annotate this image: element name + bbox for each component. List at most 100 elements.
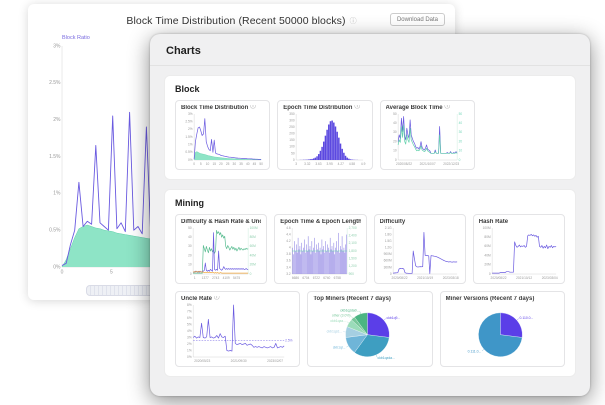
svg-text:10: 10 [188,263,192,267]
svg-text:0%: 0% [188,158,193,162]
chart-card-uncle-rate[interactable]: Uncle Rate ⓘ 8% 7% 6% 5% 4% 3% 2% 1% 0% 2020/05/23 2… [175,291,301,367]
difficulty-chart: 2.1G 1.8G 1.5G 1.2G 900M 600M 300M 0 2020/08/22 2… [380,226,460,281]
chart-card-block-time-distribution[interactable]: Block Time Distribution ⓘ 3% 2.5% 2% 1.5% 1% 0.… [175,100,271,170]
svg-text:2,400: 2,400 [349,234,357,238]
chart-card-title: Epoch Time Distribution [283,105,353,111]
svg-text:0.5%: 0.5% [49,227,61,233]
svg-text:200: 200 [290,132,296,136]
svg-text:40: 40 [458,121,462,125]
svg-text:60M: 60M [250,244,257,248]
svg-text:3.6: 3.6 [286,259,291,263]
svg-text:2021/10/12: 2021/10/12 [516,276,532,280]
svg-text:2,700: 2,700 [349,226,357,230]
svg-text:6722: 6722 [313,276,320,280]
svg-text:40: 40 [246,162,250,166]
svg-text:2021/09/30: 2021/09/30 [231,359,247,363]
info-icon[interactable]: ⓘ [354,105,360,111]
svg-text:250: 250 [290,125,296,129]
chart-card-difficulty-hash-rate-uncle-rate[interactable]: Difficulty & Hash Rate & Uncle Rate50 40 3… [175,214,268,284]
svg-text:150: 150 [290,138,296,142]
uncle-rate-chart: 8% 7% 6% 5% 4% 3% 2% 1% 0% 2020/05/23 2021/09/30 20… [181,303,294,364]
svg-text:30: 30 [458,130,462,134]
top-miners-chart: ckb1q9... ckb1qzda... ckb1ql... ckb1qzd... c… [313,303,426,364]
chart-card-title: Epoch Time & Epoch Length [280,219,361,225]
svg-text:3: 3 [295,162,297,166]
svg-text:20M: 20M [250,263,257,267]
svg-text:10: 10 [206,162,210,166]
svg-text:300M: 300M [383,265,391,269]
chart-card-miner-versions[interactable]: Miner Versions (Recent 7 days) 0.110.0...… [439,291,565,367]
svg-text:4.2: 4.2 [286,239,291,243]
chart-card-top-miners[interactable]: Top Miners (Recent 7 days) ckb1q9... ckb1q… [307,291,433,367]
svg-text:20: 20 [219,162,223,166]
charts-page-title: Charts [150,34,590,66]
svg-text:30: 30 [393,130,397,134]
svg-text:3.4: 3.4 [286,265,291,269]
svg-text:ckb1q9...: ckb1q9... [387,316,401,320]
svg-text:300: 300 [290,118,296,122]
svg-text:20: 20 [393,139,397,143]
svg-text:1.8G: 1.8G [384,232,391,236]
chart-card-title: Top Miners (Recent 7 days) [313,296,391,302]
svg-text:2020/05/23: 2020/05/23 [194,359,210,363]
mining-section-label: Mining [175,198,204,208]
svg-text:3%: 3% [53,43,61,49]
svg-text:1.5%: 1.5% [49,154,61,160]
svg-text:8%: 8% [187,303,192,307]
svg-text:1,800: 1,800 [349,249,357,253]
block-section: Block Block Time Distribution ⓘ 3% 2.5% 2% 1.… [164,75,576,180]
svg-text:30: 30 [188,244,192,248]
chart-card-title: Difficulty & Hash Rate & Uncle Rate [181,219,261,225]
svg-text:2021/10/07: 2021/10/07 [419,162,435,166]
svg-text:2023/03/04: 2023/03/04 [541,276,557,280]
chart-card-epoch-time-distribution[interactable]: Epoch Time Distribution ⓘ 350 300 250 200 150 1… [277,100,373,170]
svg-text:25: 25 [226,162,230,166]
svg-text:40M: 40M [484,253,491,257]
svg-text:50: 50 [188,226,192,230]
svg-text:60M: 60M [484,244,491,248]
chart-card-difficulty[interactable]: Difficulty 2.1G 1.8G 1.5G 1.2G 900M 600M 300M 0 2… [373,214,466,284]
svg-text:5%: 5% [187,322,192,326]
svg-text:35: 35 [239,162,243,166]
svg-text:3%: 3% [187,335,192,339]
mining-chart-row-2: Uncle Rate ⓘ 8% 7% 6% 5% 4% 3% 2% 1% 0% 2020/05/23 2… [175,291,565,367]
svg-text:3%: 3% [188,112,193,116]
block-chart-row: Block Time Distribution ⓘ 3% 2.5% 2% 1.5% 1% 0.… [175,100,565,170]
svg-text:2,100: 2,100 [349,241,357,245]
svg-text:4.6: 4.6 [286,226,291,230]
svg-text:40M: 40M [250,253,257,257]
empty-grid-slot [482,100,565,170]
svg-text:2%: 2% [53,117,61,123]
svg-text:0: 0 [489,272,491,276]
difficulty-hash-rate-uncle-rate-chart: 50 40 30 20 10 0 100M 80M 60M 40M 20M 0 1 1377 2743 410… [181,226,261,281]
info-icon[interactable]: ⓘ [444,105,451,111]
svg-text:6740: 6740 [323,276,330,280]
svg-text:3.2: 3.2 [286,272,291,276]
svg-text:other (3.0%): other (3.0%) [332,314,351,318]
svg-text:0: 0 [394,158,396,162]
svg-text:3.95: 3.95 [327,162,333,166]
svg-text:1.5G: 1.5G [384,239,391,243]
chart-card-epoch-time-epoch-length[interactable]: Epoch Time & Epoch Length 4.6 4.4 4.2 4 3.8 3.… [274,214,367,284]
svg-text:7%: 7% [187,309,192,313]
page-title: Block Time Distribution (Recent 50000 bl… [126,15,346,27]
chart-card-average-block-time[interactable]: Average Block Time ⓘ 50 40 30 20 10 0 50 40 30 20 10… [379,100,475,170]
info-icon[interactable]: ⓘ [250,105,256,111]
svg-text:3.32: 3.32 [304,162,310,166]
svg-text:30: 30 [233,162,237,166]
svg-text:350: 350 [290,112,296,116]
chart-card-title: Difficulty [379,219,406,225]
svg-text:4.4: 4.4 [286,232,291,236]
svg-text:1,500: 1,500 [349,257,357,261]
svg-text:2020/08/22: 2020/08/22 [391,276,407,280]
svg-text:0: 0 [458,158,460,162]
info-icon[interactable]: ⓘ [349,17,357,25]
chart-card-title: Miner Versions (Recent 7 days) [445,296,535,302]
chart-card-hash-rate[interactable]: Hash Rate 100M 80M 60M 40M 20M 0 2020/08/22 2021… [472,214,565,284]
svg-text:0: 0 [190,272,192,276]
svg-text:600M: 600M [383,259,391,263]
download-data-button[interactable]: Download Data [389,13,445,26]
svg-text:20: 20 [458,139,462,143]
info-icon[interactable]: ⓘ [214,296,220,302]
